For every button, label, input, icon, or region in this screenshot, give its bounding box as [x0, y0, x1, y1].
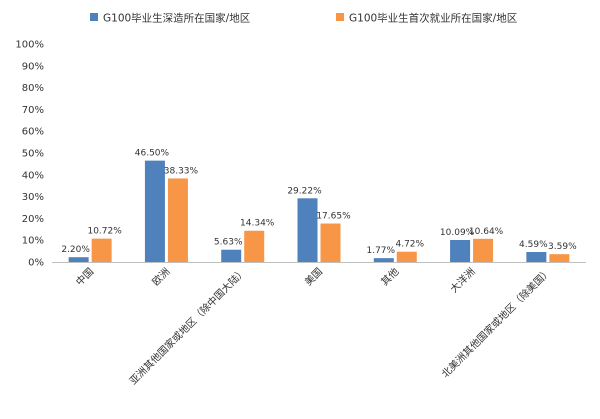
legend-label-2: G100毕业生首次就业所在国家/地区 — [349, 12, 517, 25]
data-label: 38.33% — [164, 166, 199, 176]
y-tick-label: 100% — [15, 40, 44, 51]
chart-legend: G100毕业生深造所在国家/地区 G100毕业生首次就业所在国家/地区 — [90, 12, 517, 25]
y-tick-label: 80% — [22, 83, 44, 94]
data-label: 17.65% — [316, 212, 351, 222]
y-tick-label: 70% — [22, 105, 44, 116]
data-label: 3.59% — [548, 242, 577, 252]
y-tick-label: 30% — [22, 192, 44, 203]
y-tick-label: 60% — [22, 127, 44, 138]
bar-2-6 — [473, 238, 494, 262]
y-tick-label: 10% — [22, 236, 44, 247]
bar-1-1 — [68, 257, 89, 262]
bar-2-3 — [244, 230, 265, 262]
y-tick-label: 0% — [28, 258, 44, 269]
bar-1-7 — [526, 251, 547, 262]
data-label: 29.22% — [287, 186, 322, 196]
bar-2-5 — [396, 251, 417, 262]
bar-1-2 — [144, 160, 165, 262]
data-label: 14.34% — [240, 219, 275, 229]
y-tick-label: 40% — [22, 170, 44, 181]
bar-2-2 — [167, 178, 188, 262]
x-tick-label: 中国 — [73, 265, 96, 288]
data-label: 10.64% — [469, 227, 504, 237]
bars — [68, 160, 570, 262]
bar-2-7 — [549, 254, 570, 262]
bar-2-1 — [91, 238, 112, 262]
y-tick-label: 20% — [22, 214, 44, 225]
data-label: 5.63% — [214, 238, 243, 248]
x-tick-label: 美国 — [302, 265, 325, 288]
legend-swatch-1 — [90, 13, 98, 21]
y-tick-label: 50% — [22, 149, 44, 160]
bar-1-4 — [297, 198, 318, 262]
x-tick-label: 亚洲其他国家或地区（除中国大陆） — [127, 265, 249, 387]
data-label: 4.72% — [395, 240, 424, 250]
data-labels: 2.20% 10.72% 46.50% 38.33% 5.63% 14.34% 29.22%… — [61, 149, 577, 257]
data-label: 4.59% — [519, 240, 548, 250]
bar-1-5 — [373, 258, 394, 262]
x-tick-label: 欧洲 — [150, 266, 173, 289]
data-label: 10.72% — [87, 227, 122, 237]
bar-1-6 — [450, 240, 471, 262]
bar-2-4 — [320, 223, 341, 262]
data-label: 10.09% — [440, 228, 475, 238]
legend-label-1: G100毕业生深造所在国家/地区 — [103, 12, 250, 25]
legend-swatch-2 — [336, 13, 344, 21]
bar-1-3 — [221, 249, 242, 262]
x-tick-label: 其他 — [378, 265, 401, 288]
y-tick-label: 90% — [22, 61, 44, 72]
data-label: 2.20% — [61, 245, 90, 255]
x-tick-label: 大洋洲 — [447, 265, 477, 295]
data-label: 46.50% — [135, 149, 170, 159]
data-label: 1.77% — [366, 246, 395, 256]
y-axis: 0% 10% 20% 30% 40% 50% 60% 70% 80% 90% 100% — [15, 40, 44, 269]
